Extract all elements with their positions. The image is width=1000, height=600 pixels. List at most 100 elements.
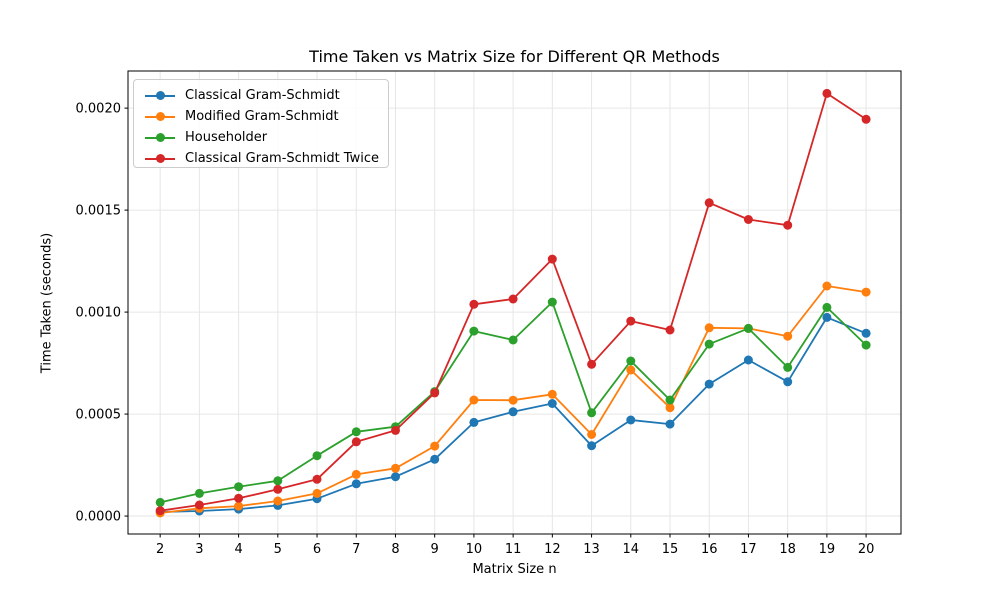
x-tick-label: 4 xyxy=(234,542,242,557)
data-point xyxy=(822,312,832,322)
data-point xyxy=(234,501,244,511)
y-axis-label: Time Taken (seconds) xyxy=(39,232,55,374)
data-point xyxy=(626,365,636,375)
y-tick-label: 0.0000 xyxy=(76,510,122,525)
data-point xyxy=(665,395,675,405)
legend-item-modified-gram-schmidt: Modified Gram-Schmidt xyxy=(134,106,388,127)
x-tick-label: 20 xyxy=(858,542,875,557)
data-point xyxy=(391,472,400,482)
data-point xyxy=(665,419,675,429)
data-point xyxy=(626,316,636,326)
data-point xyxy=(783,377,793,387)
x-tick-label: 6 xyxy=(313,542,321,557)
data-point xyxy=(783,362,793,372)
data-point xyxy=(391,463,400,473)
data-point xyxy=(430,441,440,451)
data-point xyxy=(704,379,714,389)
data-point xyxy=(547,399,557,408)
data-point xyxy=(822,88,832,98)
data-point xyxy=(508,294,518,304)
x-tick-label: 8 xyxy=(391,542,399,557)
data-point xyxy=(783,220,793,230)
data-point xyxy=(704,339,714,349)
data-point xyxy=(155,506,165,516)
data-point xyxy=(861,114,871,124)
x-tick-label: 16 xyxy=(701,542,718,557)
data-point xyxy=(743,215,753,224)
data-point xyxy=(665,325,675,335)
y-tick-label: 0.0015 xyxy=(76,204,122,219)
data-point xyxy=(783,331,793,341)
data-point xyxy=(587,430,597,439)
data-point xyxy=(861,328,871,338)
legend-item-householder: Householder xyxy=(134,127,388,148)
data-point xyxy=(430,454,440,464)
data-point xyxy=(312,451,322,461)
x-tick-label: 10 xyxy=(466,542,483,557)
x-tick-label: 14 xyxy=(623,542,640,557)
data-point xyxy=(587,441,597,451)
data-point xyxy=(234,493,244,503)
axes-frame xyxy=(127,70,902,535)
data-point xyxy=(587,408,597,418)
data-point xyxy=(194,488,204,498)
legend-label: Modified Gram-Schmidt xyxy=(185,109,339,124)
data-point xyxy=(469,299,479,309)
x-tick-label: 17 xyxy=(740,542,757,557)
x-tick-label: 15 xyxy=(662,542,679,557)
x-tick-label: 5 xyxy=(274,542,282,557)
data-point xyxy=(273,476,283,486)
legend: Classical Gram-Schmidt Modified Gram-Sch… xyxy=(133,79,389,168)
x-tick-label: 19 xyxy=(819,542,836,557)
legend-marker-classical-gram-schmidt-twice xyxy=(145,152,175,165)
y-tick-label: 0.0010 xyxy=(76,306,122,321)
data-point xyxy=(234,482,244,492)
data-point xyxy=(273,484,283,494)
data-point xyxy=(743,323,753,333)
data-point xyxy=(704,198,714,208)
chart-title: Time Taken vs Matrix Size for Different … xyxy=(309,47,720,66)
data-point xyxy=(547,389,557,399)
x-tick-label: 7 xyxy=(352,542,360,557)
data-point xyxy=(861,340,871,350)
data-point xyxy=(861,287,871,297)
data-point xyxy=(155,497,165,507)
data-point xyxy=(743,355,753,365)
data-point xyxy=(626,356,636,366)
x-tick-label: 2 xyxy=(156,542,164,557)
data-point xyxy=(704,323,714,333)
data-point xyxy=(430,388,440,398)
legend-label: Householder xyxy=(185,130,268,145)
x-tick-label: 18 xyxy=(779,542,796,557)
data-point xyxy=(312,474,322,484)
data-point xyxy=(351,479,361,489)
data-point xyxy=(822,302,832,312)
legend-marker-householder xyxy=(145,131,175,144)
legend-label: Classical Gram-Schmidt Twice xyxy=(185,151,379,166)
data-point xyxy=(626,415,636,425)
x-axis-label: Matrix Size n xyxy=(472,562,557,577)
x-tick-label: 13 xyxy=(583,542,600,557)
x-tick-label: 11 xyxy=(505,542,522,557)
data-point xyxy=(822,281,832,291)
data-point xyxy=(547,297,557,307)
legend-item-classical-gram-schmidt: Classical Gram-Schmidt xyxy=(134,85,388,106)
legend-marker-modified-gram-schmidt xyxy=(145,110,175,123)
x-tick-label: 12 xyxy=(544,542,561,557)
data-point xyxy=(391,425,400,435)
data-point xyxy=(273,496,283,506)
data-point xyxy=(508,335,518,345)
data-point xyxy=(508,407,518,417)
x-tick-label: 3 xyxy=(195,542,203,557)
data-point xyxy=(469,417,479,427)
y-tick-label: 0.0005 xyxy=(76,408,122,423)
data-point xyxy=(351,427,361,437)
legend-label: Classical Gram-Schmidt xyxy=(185,88,340,103)
y-tick-label: 0.0020 xyxy=(76,102,122,117)
x-tick-label: 9 xyxy=(431,542,439,557)
data-point xyxy=(469,395,479,405)
data-point xyxy=(587,359,597,369)
data-point xyxy=(312,488,322,498)
data-point xyxy=(351,469,361,479)
